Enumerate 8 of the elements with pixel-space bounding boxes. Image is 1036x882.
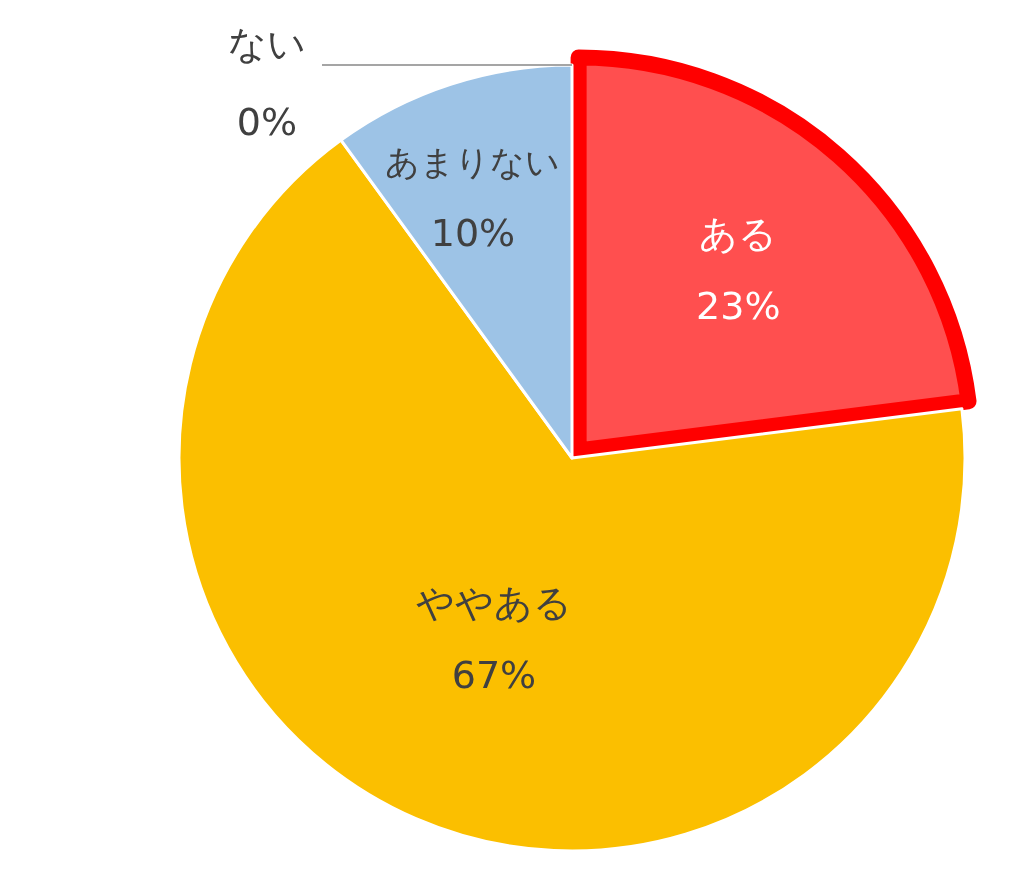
data-label: 10% [430,211,516,256]
slice-label: ややある [415,581,572,626]
category-label: ない [228,22,306,66]
data-label: 67% [451,653,537,698]
slice-label: ある [699,212,778,257]
slice-label: あまりない [385,142,561,183]
data-label: 23% [696,284,781,329]
text: 0% [236,100,298,144]
